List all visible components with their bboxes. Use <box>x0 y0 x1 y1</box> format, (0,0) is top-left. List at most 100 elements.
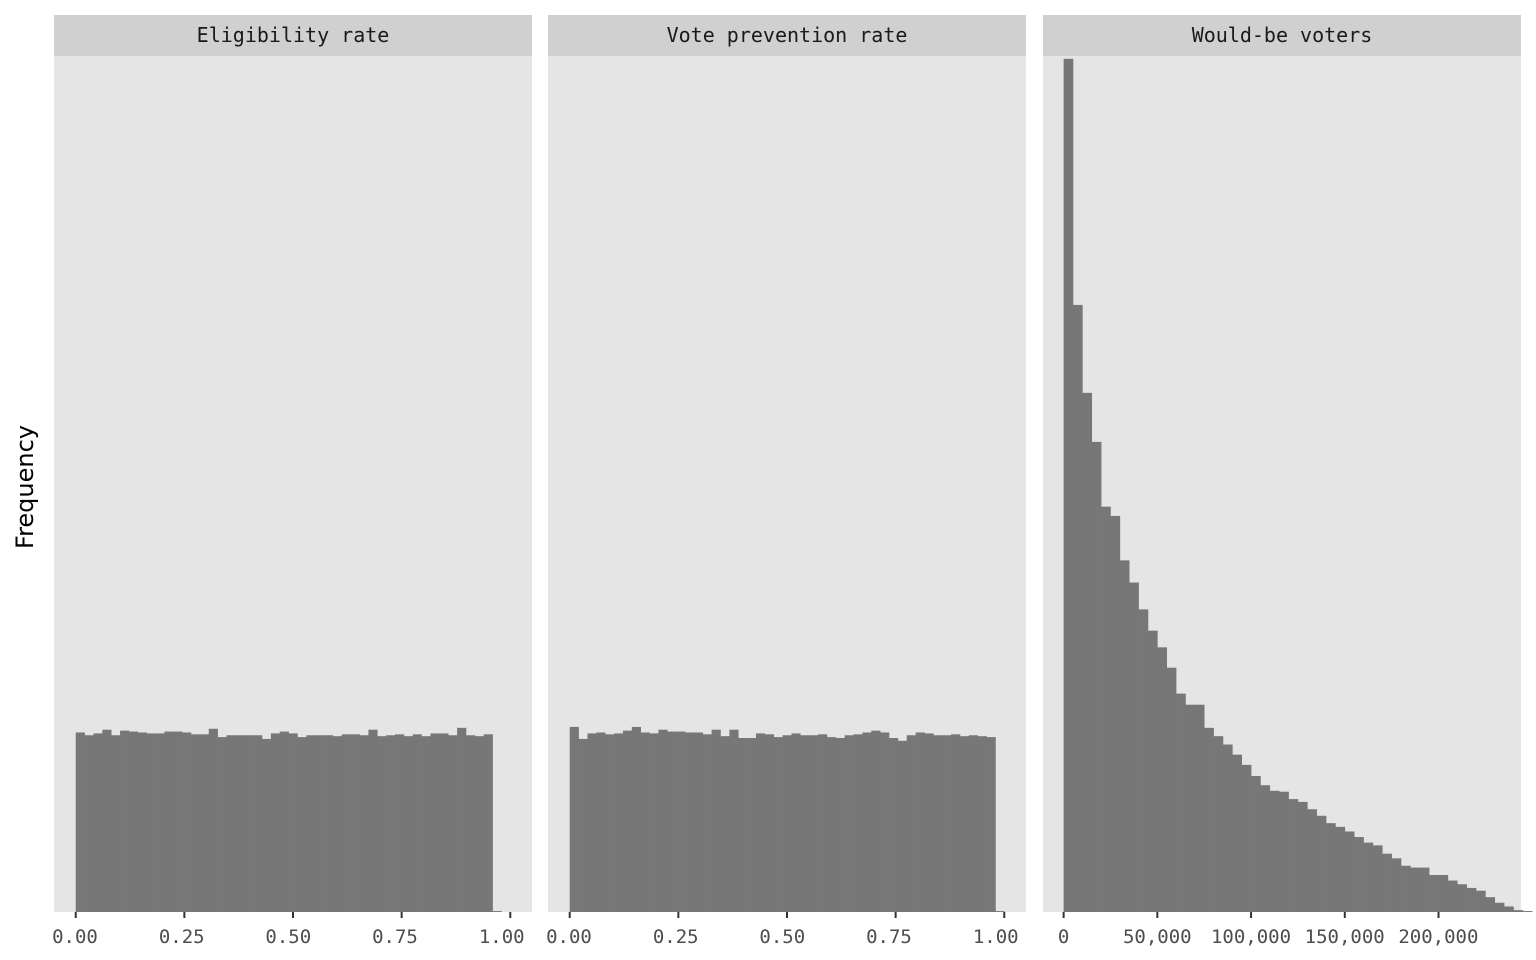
histogram-bar <box>199 734 210 912</box>
histogram-bar <box>809 735 819 912</box>
histogram-bar <box>1129 582 1139 912</box>
histogram-bar <box>430 733 440 912</box>
histogram-bar <box>1269 790 1280 912</box>
histogram-bar <box>1344 831 1355 912</box>
histogram-bar <box>835 738 845 912</box>
x-axis-ticks <box>74 912 512 918</box>
histogram-bar <box>1157 647 1168 912</box>
panel-vote-prevention-rate: Vote prevention rate 0.00 0.25 0.50 0.75… <box>546 15 1026 948</box>
histogram-bar <box>226 735 236 912</box>
histogram-bar <box>146 733 156 912</box>
histogram-bar <box>93 733 103 912</box>
histogram-bar <box>1251 775 1261 912</box>
strip-background <box>1043 15 1521 56</box>
histogram-bar <box>800 735 810 912</box>
histogram-bar <box>1494 902 1505 912</box>
histogram-bar <box>782 735 792 912</box>
histogram-bar <box>270 733 281 912</box>
histogram-bar <box>120 730 130 912</box>
histogram-bar <box>1232 754 1242 912</box>
histogram-bar <box>676 731 686 912</box>
histogram-bar <box>853 734 863 912</box>
histogram-bar <box>465 735 476 912</box>
histogram-bar <box>208 728 218 912</box>
histogram-bar <box>915 732 925 912</box>
histogram-bar <box>1504 906 1514 912</box>
histogram-bar <box>182 732 192 912</box>
histogram-bar <box>1213 736 1224 912</box>
histogram-bar <box>279 731 289 912</box>
histogram-bar <box>1194 704 1205 912</box>
x-tick-label: 150,000 <box>1305 926 1385 948</box>
x-tick-label: 0.75 <box>866 926 912 948</box>
histogram-bar <box>341 734 351 912</box>
histogram-bar <box>951 734 961 912</box>
histogram-bar <box>128 731 139 912</box>
panel-eligibility-rate: Eligibility rate 0.00 0.25 0.50 0.75 1.0… <box>52 15 532 948</box>
histogram-bar <box>439 733 449 912</box>
x-tick-label: 50,000 <box>1123 926 1192 948</box>
histogram-bar <box>1382 853 1392 912</box>
histogram-bar <box>693 732 704 912</box>
histogram-bar <box>791 733 801 912</box>
histogram-bar <box>924 733 934 912</box>
histogram-bar <box>1082 392 1093 913</box>
histogram-bars <box>75 727 502 912</box>
histogram-bar <box>986 737 996 912</box>
histogram-bar <box>421 736 431 912</box>
histogram-bar <box>587 733 597 912</box>
histogram-bar <box>578 738 588 912</box>
histogram-bar <box>1204 727 1214 912</box>
histogram-bar <box>1166 667 1177 912</box>
histogram-bar <box>1297 801 1308 912</box>
histogram-bar <box>959 736 970 912</box>
histogram-bar <box>622 730 633 912</box>
histogram-bar <box>332 736 343 912</box>
histogram-bar <box>667 731 677 912</box>
x-tick-label: 200,000 <box>1398 926 1478 948</box>
histogram-bar <box>702 734 712 912</box>
histogram-bar <box>1316 815 1327 912</box>
histogram-bar <box>1288 799 1299 912</box>
histogram-bar <box>729 729 739 912</box>
histogram-bar <box>1119 560 1130 912</box>
histogram-bar <box>1466 887 1477 912</box>
x-tick-label: 0 <box>1058 926 1069 948</box>
x-tick-label: 0.25 <box>159 926 205 948</box>
histogram-bar <box>324 735 334 912</box>
x-tick-label: 0.75 <box>372 926 418 948</box>
histogram-bar <box>880 732 890 912</box>
histogram-bar <box>1101 506 1111 912</box>
histogram-bar <box>711 729 721 912</box>
histogram-bar <box>244 735 254 912</box>
histogram-bar <box>1185 704 1196 912</box>
histogram-bar <box>1419 867 1430 912</box>
histogram-bar <box>1260 785 1271 912</box>
histogram-bar <box>658 729 668 912</box>
histogram-bar <box>164 731 174 912</box>
histogram-bar <box>84 735 94 912</box>
histogram-bar <box>977 736 987 912</box>
histogram-bar <box>995 911 1005 912</box>
histogram-bar <box>102 729 112 912</box>
histogram-bar <box>386 735 396 912</box>
histogram-bar <box>217 737 227 912</box>
histogram-bar <box>755 733 766 912</box>
histogram-bar <box>818 734 828 912</box>
histogram-bar <box>933 735 943 912</box>
histogram-bar <box>359 735 369 912</box>
x-axis-ticks <box>568 912 1006 918</box>
histogram-bar <box>1147 630 1158 912</box>
histogram-bar <box>1138 609 1149 912</box>
histogram-bar <box>968 735 979 912</box>
histogram-bar <box>649 733 659 912</box>
histogram-bar <box>350 734 360 912</box>
histogram-bar <box>1063 58 1074 912</box>
histogram-bar <box>614 733 624 912</box>
histogram-bar <box>412 734 422 912</box>
histogram-bar <box>747 738 757 912</box>
strip-background <box>548 15 1026 56</box>
histogram-bar <box>492 911 502 912</box>
histogram-bar <box>75 732 85 912</box>
